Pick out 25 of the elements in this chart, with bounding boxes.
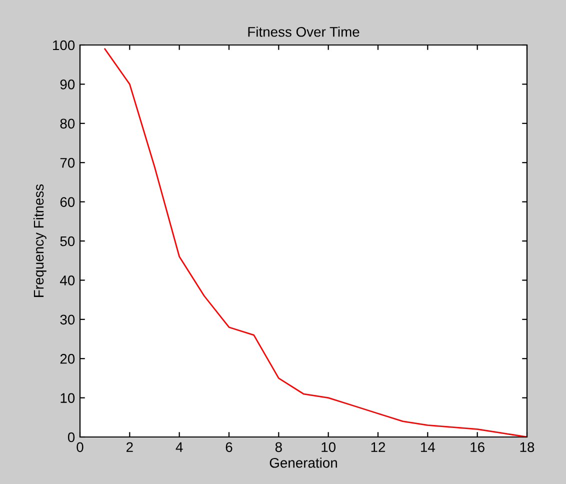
y-tick-label: 20 (60, 354, 75, 364)
x-tick-label: 6 (226, 442, 232, 452)
x-tick-label: 2 (126, 442, 133, 452)
y-tick-label: 100 (53, 40, 75, 50)
x-tick-label: 18 (520, 442, 534, 452)
y-tick-label: 70 (60, 158, 75, 168)
x-tick-label: 16 (470, 442, 484, 452)
y-axis-title: Frequency Fitness (33, 184, 46, 297)
x-tick-label: 8 (275, 442, 282, 452)
x-tick-label: 4 (176, 442, 183, 452)
y-tick-label: 80 (60, 118, 75, 129)
chart-title: Fitness Over Time (248, 26, 360, 37)
y-tick-label: 0 (68, 432, 75, 442)
y-tick-label: 50 (60, 236, 75, 246)
y-tick-label: 40 (60, 276, 75, 286)
x-tick-label: 14 (421, 442, 435, 452)
y-tick-label: 90 (60, 80, 75, 90)
y-tick-label: 10 (60, 393, 75, 403)
x-tick-label: 12 (371, 442, 386, 452)
x-axis-title: Generation (270, 458, 337, 468)
x-tick-label: 10 (322, 442, 336, 452)
y-tick-label: 60 (60, 197, 75, 207)
line-series (104, 48, 527, 437)
y-tick-label: 30 (60, 314, 75, 325)
x-tick-label: 0 (76, 442, 84, 452)
